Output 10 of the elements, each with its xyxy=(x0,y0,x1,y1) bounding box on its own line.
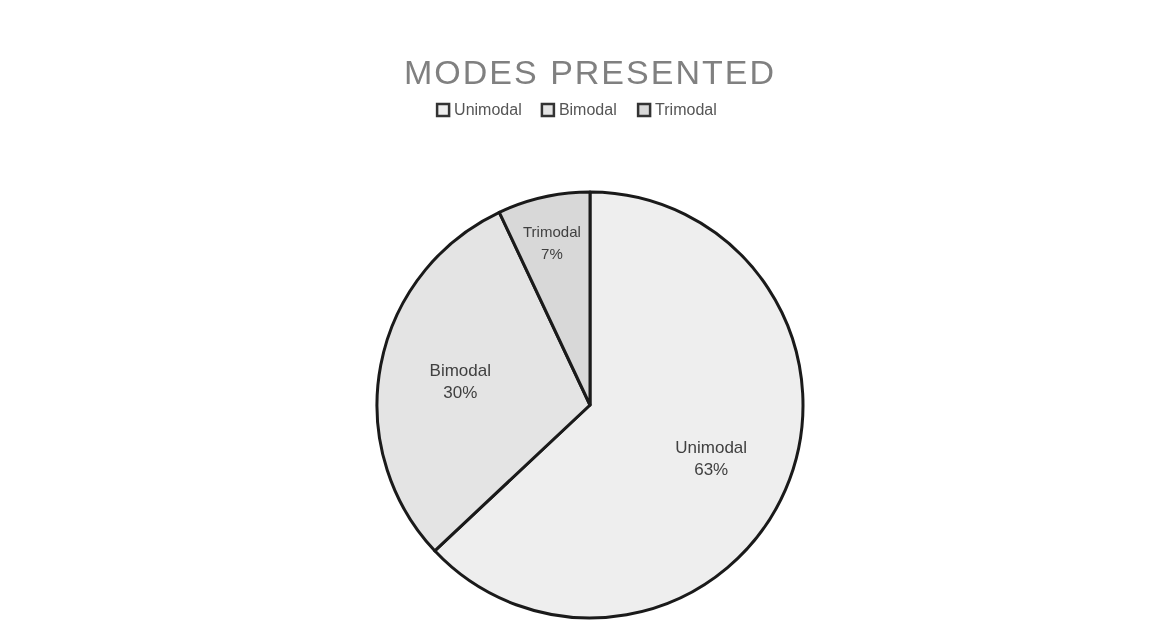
legend-label: Bimodal xyxy=(558,101,617,118)
slice-label: Bimodal xyxy=(429,361,491,381)
slice-label: Trimodal xyxy=(523,222,581,240)
data-label: 7% xyxy=(541,244,563,262)
chart-title: MODES PRESENTED xyxy=(404,53,776,91)
legend-label: Unimodal xyxy=(454,101,522,118)
data-label: 63% xyxy=(694,460,729,480)
slice-label: Unimodal xyxy=(675,438,748,458)
data-label: 30% xyxy=(443,383,478,403)
legend-label: Trimodal xyxy=(655,101,717,118)
